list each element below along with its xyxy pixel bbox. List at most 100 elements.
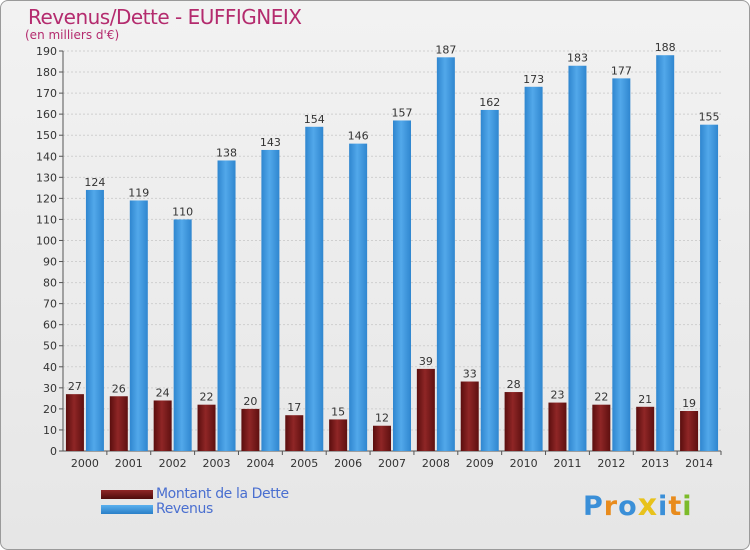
data-label: 177 bbox=[611, 64, 632, 77]
data-label: 24 bbox=[156, 386, 170, 399]
y-tick-label: 30 bbox=[43, 382, 57, 395]
y-tick-label: 130 bbox=[36, 171, 57, 184]
bar-dette bbox=[680, 411, 699, 451]
legend-swatch-revenus bbox=[101, 505, 153, 514]
x-tick-label: 2014 bbox=[685, 457, 713, 470]
data-label: 23 bbox=[550, 389, 564, 402]
y-tick-label: 120 bbox=[36, 192, 57, 205]
bar-revenus bbox=[480, 109, 499, 452]
data-label: 110 bbox=[172, 205, 193, 218]
y-tick-label: 80 bbox=[43, 277, 57, 290]
bar-revenus bbox=[349, 143, 368, 451]
bar-dette bbox=[329, 419, 348, 451]
bar-dette bbox=[373, 425, 391, 451]
data-label: 183 bbox=[567, 52, 588, 65]
bar-revenus bbox=[568, 65, 587, 451]
bar-revenus bbox=[85, 189, 104, 451]
data-label: 154 bbox=[304, 113, 325, 126]
bar-revenus bbox=[217, 160, 236, 451]
y-tick-label: 40 bbox=[43, 361, 57, 374]
y-tick-label: 10 bbox=[43, 424, 57, 437]
data-label: 157 bbox=[392, 106, 413, 119]
bar-revenus bbox=[524, 86, 543, 451]
x-tick-label: 2000 bbox=[71, 457, 99, 470]
bar-revenus bbox=[436, 57, 455, 451]
y-tick-label: 70 bbox=[43, 298, 57, 311]
bar-dette bbox=[65, 394, 84, 451]
data-label: 20 bbox=[243, 395, 257, 408]
logo-letter: r bbox=[603, 491, 619, 522]
y-tick-label: 50 bbox=[43, 340, 57, 353]
bar-revenus bbox=[261, 149, 280, 451]
x-tick-label: 2011 bbox=[553, 457, 581, 470]
x-tick-label: 2001 bbox=[115, 457, 143, 470]
legend-label-debt: Montant de la Dette bbox=[156, 486, 289, 502]
bar-dette bbox=[416, 368, 435, 451]
y-tick-label: 0 bbox=[50, 445, 57, 458]
data-label: 143 bbox=[260, 136, 281, 149]
bar-revenus bbox=[173, 219, 192, 451]
data-label: 138 bbox=[216, 146, 237, 159]
y-tick-label: 20 bbox=[43, 403, 57, 416]
bar-dette bbox=[285, 415, 304, 451]
bar-dette bbox=[241, 408, 260, 451]
bar-revenus bbox=[656, 55, 675, 452]
proxiti-logo: Proxiti bbox=[583, 488, 693, 523]
data-label: 12 bbox=[375, 412, 389, 425]
x-tick-label: 2007 bbox=[378, 457, 406, 470]
data-label: 22 bbox=[200, 391, 214, 404]
x-tick-label: 2004 bbox=[246, 457, 274, 470]
bar-dette bbox=[504, 392, 523, 451]
data-label: 162 bbox=[479, 96, 500, 109]
legend-swatch-debt bbox=[101, 490, 153, 499]
data-label: 39 bbox=[419, 355, 433, 368]
data-label: 187 bbox=[435, 43, 456, 56]
chart-subtitle: (en milliers d'€) bbox=[25, 28, 120, 42]
logo-letter: P bbox=[583, 491, 604, 522]
x-tick-label: 2013 bbox=[641, 457, 669, 470]
bar-dette bbox=[592, 404, 611, 451]
y-tick-label: 150 bbox=[36, 129, 57, 142]
x-tick-label: 2003 bbox=[203, 457, 231, 470]
x-tick-label: 2005 bbox=[290, 457, 318, 470]
data-label: 146 bbox=[348, 130, 369, 143]
logo-letter: i bbox=[658, 491, 669, 522]
data-label: 28 bbox=[507, 378, 521, 391]
logo-letter: x bbox=[637, 488, 659, 523]
y-tick-label: 180 bbox=[36, 66, 57, 79]
chart-title: Revenus/Dette - EUFFIGNEIX bbox=[28, 5, 302, 29]
x-tick-label: 2006 bbox=[334, 457, 362, 470]
bar-revenus bbox=[129, 200, 148, 451]
x-tick-label: 2008 bbox=[422, 457, 450, 470]
logo-letter: i bbox=[682, 491, 693, 522]
data-label: 21 bbox=[638, 393, 652, 406]
y-tick-label: 190 bbox=[36, 45, 57, 58]
y-tick-label: 100 bbox=[36, 234, 57, 247]
x-tick-label: 2010 bbox=[510, 457, 538, 470]
bar-revenus bbox=[305, 126, 324, 451]
data-label: 124 bbox=[84, 176, 105, 189]
bar-dette bbox=[460, 381, 479, 451]
data-label: 188 bbox=[655, 41, 676, 54]
data-label: 155 bbox=[699, 111, 720, 124]
data-label: 27 bbox=[68, 380, 82, 393]
x-tick-label: 2012 bbox=[597, 457, 625, 470]
bar-revenus bbox=[700, 124, 719, 452]
bar-revenus bbox=[612, 78, 631, 452]
x-tick-label: 2009 bbox=[466, 457, 494, 470]
data-label: 33 bbox=[463, 368, 477, 381]
y-tick-label: 140 bbox=[36, 150, 57, 163]
logo-letter: t bbox=[668, 491, 683, 522]
data-label: 15 bbox=[331, 405, 345, 418]
x-tick-label: 2002 bbox=[159, 457, 187, 470]
bar-dette bbox=[548, 402, 567, 451]
bar-revenus bbox=[393, 120, 411, 451]
data-label: 173 bbox=[523, 73, 544, 86]
bar-dette bbox=[636, 406, 655, 451]
bar-dette bbox=[153, 400, 172, 451]
data-label: 119 bbox=[128, 186, 149, 199]
y-tick-label: 160 bbox=[36, 108, 57, 121]
data-label: 17 bbox=[287, 401, 301, 414]
